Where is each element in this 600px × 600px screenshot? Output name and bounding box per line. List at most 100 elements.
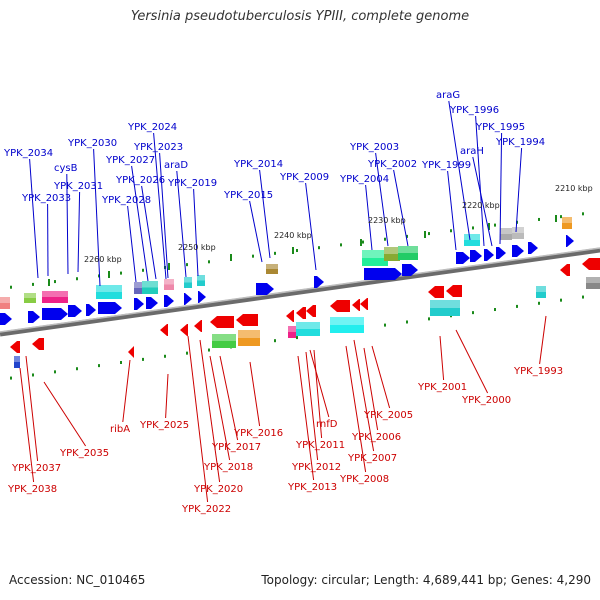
feature-block: [384, 247, 400, 261]
forward-gene-label: YPK_2033: [21, 193, 71, 204]
reverse-gene-label: YPK_2035: [59, 448, 109, 459]
forward-label-leader: [193, 188, 199, 277]
forward-label-leader: [305, 182, 317, 271]
feature-block: [562, 217, 572, 229]
forward-gene-arrow: [68, 305, 82, 317]
reverse-label-leader: [25, 355, 39, 462]
major-tick: [292, 247, 294, 254]
forward-label-leader: [77, 191, 81, 273]
reverse-gene-arrow: [446, 285, 462, 297]
feature-block: [500, 228, 512, 240]
reverse-gene-arrow: [560, 264, 570, 276]
kbp-label: 2220 kbp: [462, 201, 500, 210]
tick-mark: [538, 301, 540, 305]
major-tick: [555, 215, 557, 222]
feature-block: [24, 293, 36, 303]
forward-label-leader: [141, 185, 157, 280]
gene-labels: YPK_2034 YPK_2033 cysB YPK_2031 YPK_2030 YPK_…: [3, 90, 563, 515]
reverse-gene-label: YPK_2038: [7, 484, 57, 495]
forward-gene-label: cysB: [54, 163, 78, 174]
feature-block: [362, 250, 388, 266]
reverse-gene-label: YPK_2025: [139, 420, 189, 431]
reverse-gene-arrow: [330, 300, 350, 312]
forward-gene-arrow: [98, 302, 122, 314]
reverse-gene-label: YPK_2001: [417, 382, 467, 393]
reverse-label-leader: [43, 381, 87, 447]
tick-mark: [208, 260, 210, 264]
reverse-gene-arrow: [194, 320, 202, 332]
forward-label-leader: [475, 115, 485, 247]
feature-block: [296, 322, 320, 336]
tick-mark: [252, 254, 254, 258]
genome-backbone: [0, 247, 600, 337]
forward-label-leader: [66, 173, 69, 275]
tick-mark: [428, 232, 430, 236]
tick-mark: [472, 226, 474, 230]
tick-mark: [538, 217, 540, 221]
reverse-label-leader: [219, 355, 239, 441]
forward-label-leader: [365, 184, 373, 251]
tick-mark: [296, 249, 298, 253]
feature-block: [0, 297, 10, 309]
tick-mark: [120, 271, 122, 275]
forward-label-leader: [499, 132, 503, 245]
tick-mark: [406, 234, 408, 238]
reverse-gene-label: YPK_2005: [363, 410, 413, 421]
forward-label-leader: [127, 205, 137, 283]
tick-mark: [362, 240, 364, 244]
reverse-gene-arrow: [582, 258, 600, 270]
reverse-gene-arrow: [360, 298, 368, 310]
forward-gene-arrow: [314, 276, 324, 288]
forward-gene-label: YPK_2023: [133, 142, 183, 153]
forward-gene-arrow: [42, 308, 68, 320]
tick-mark: [76, 277, 78, 281]
major-tick: [48, 279, 50, 286]
reverse-label-leader: [455, 329, 489, 394]
tick-mark: [32, 282, 34, 286]
reverse-gene-label: YPK_2020: [193, 484, 243, 495]
reverse-label-leader: [345, 345, 367, 473]
forward-label-leader: [515, 147, 523, 233]
tick-mark: [10, 285, 12, 289]
reverse-gene-label: YPK_2022: [181, 504, 231, 515]
reverse-label-leader: [371, 345, 391, 409]
feature-block: [14, 356, 20, 368]
feature-block: [536, 286, 546, 298]
forward-label-leader: [93, 148, 101, 287]
forward-gene-arrow: [146, 297, 158, 309]
reverse-label-leader: [353, 339, 375, 452]
tick-mark: [32, 373, 34, 377]
tick-mark: [582, 212, 584, 216]
forward-gene-arrow: [470, 250, 482, 262]
forward-gene-arrow: [164, 295, 174, 307]
tick-mark: [318, 246, 320, 250]
tick-mark: [450, 229, 452, 233]
forward-gene-arrow: [0, 313, 12, 325]
forward-gene-arrow: [456, 252, 470, 264]
map-title: Yersinia pseudotuberculosis YPIII, compl…: [130, 9, 470, 24]
forward-label-leader: [259, 169, 271, 259]
tick-mark: [384, 237, 386, 241]
tick-mark: [120, 361, 122, 364]
tick-mark: [186, 263, 188, 267]
reverse-gene-label: YPK_2037: [11, 463, 61, 474]
feature-block: [134, 282, 142, 294]
feature-block: [197, 275, 205, 286]
major-tick: [230, 254, 232, 261]
forward-label-leader: [447, 170, 457, 251]
reverse-gene-arrow: [286, 310, 294, 322]
tick-mark: [494, 223, 496, 227]
forward-gene-label: YPK_1994: [495, 137, 545, 148]
forward-gene-arrow: [528, 242, 538, 254]
reverse-label-leader: [249, 361, 261, 427]
feature-block: [142, 281, 158, 294]
forward-gene-label: YPK_2019: [167, 178, 217, 189]
major-tick: [108, 271, 110, 278]
kbp-labels: 2210 kbp 2220 kbp 2230 kbp 2240 kbp 2250 kbp…: [84, 184, 593, 264]
major-tick: [168, 263, 170, 270]
tick-mark: [98, 274, 100, 278]
reverse-gene-arrow: [236, 314, 258, 326]
reverse-label-leader: [122, 359, 131, 423]
feature-block: [330, 317, 364, 333]
